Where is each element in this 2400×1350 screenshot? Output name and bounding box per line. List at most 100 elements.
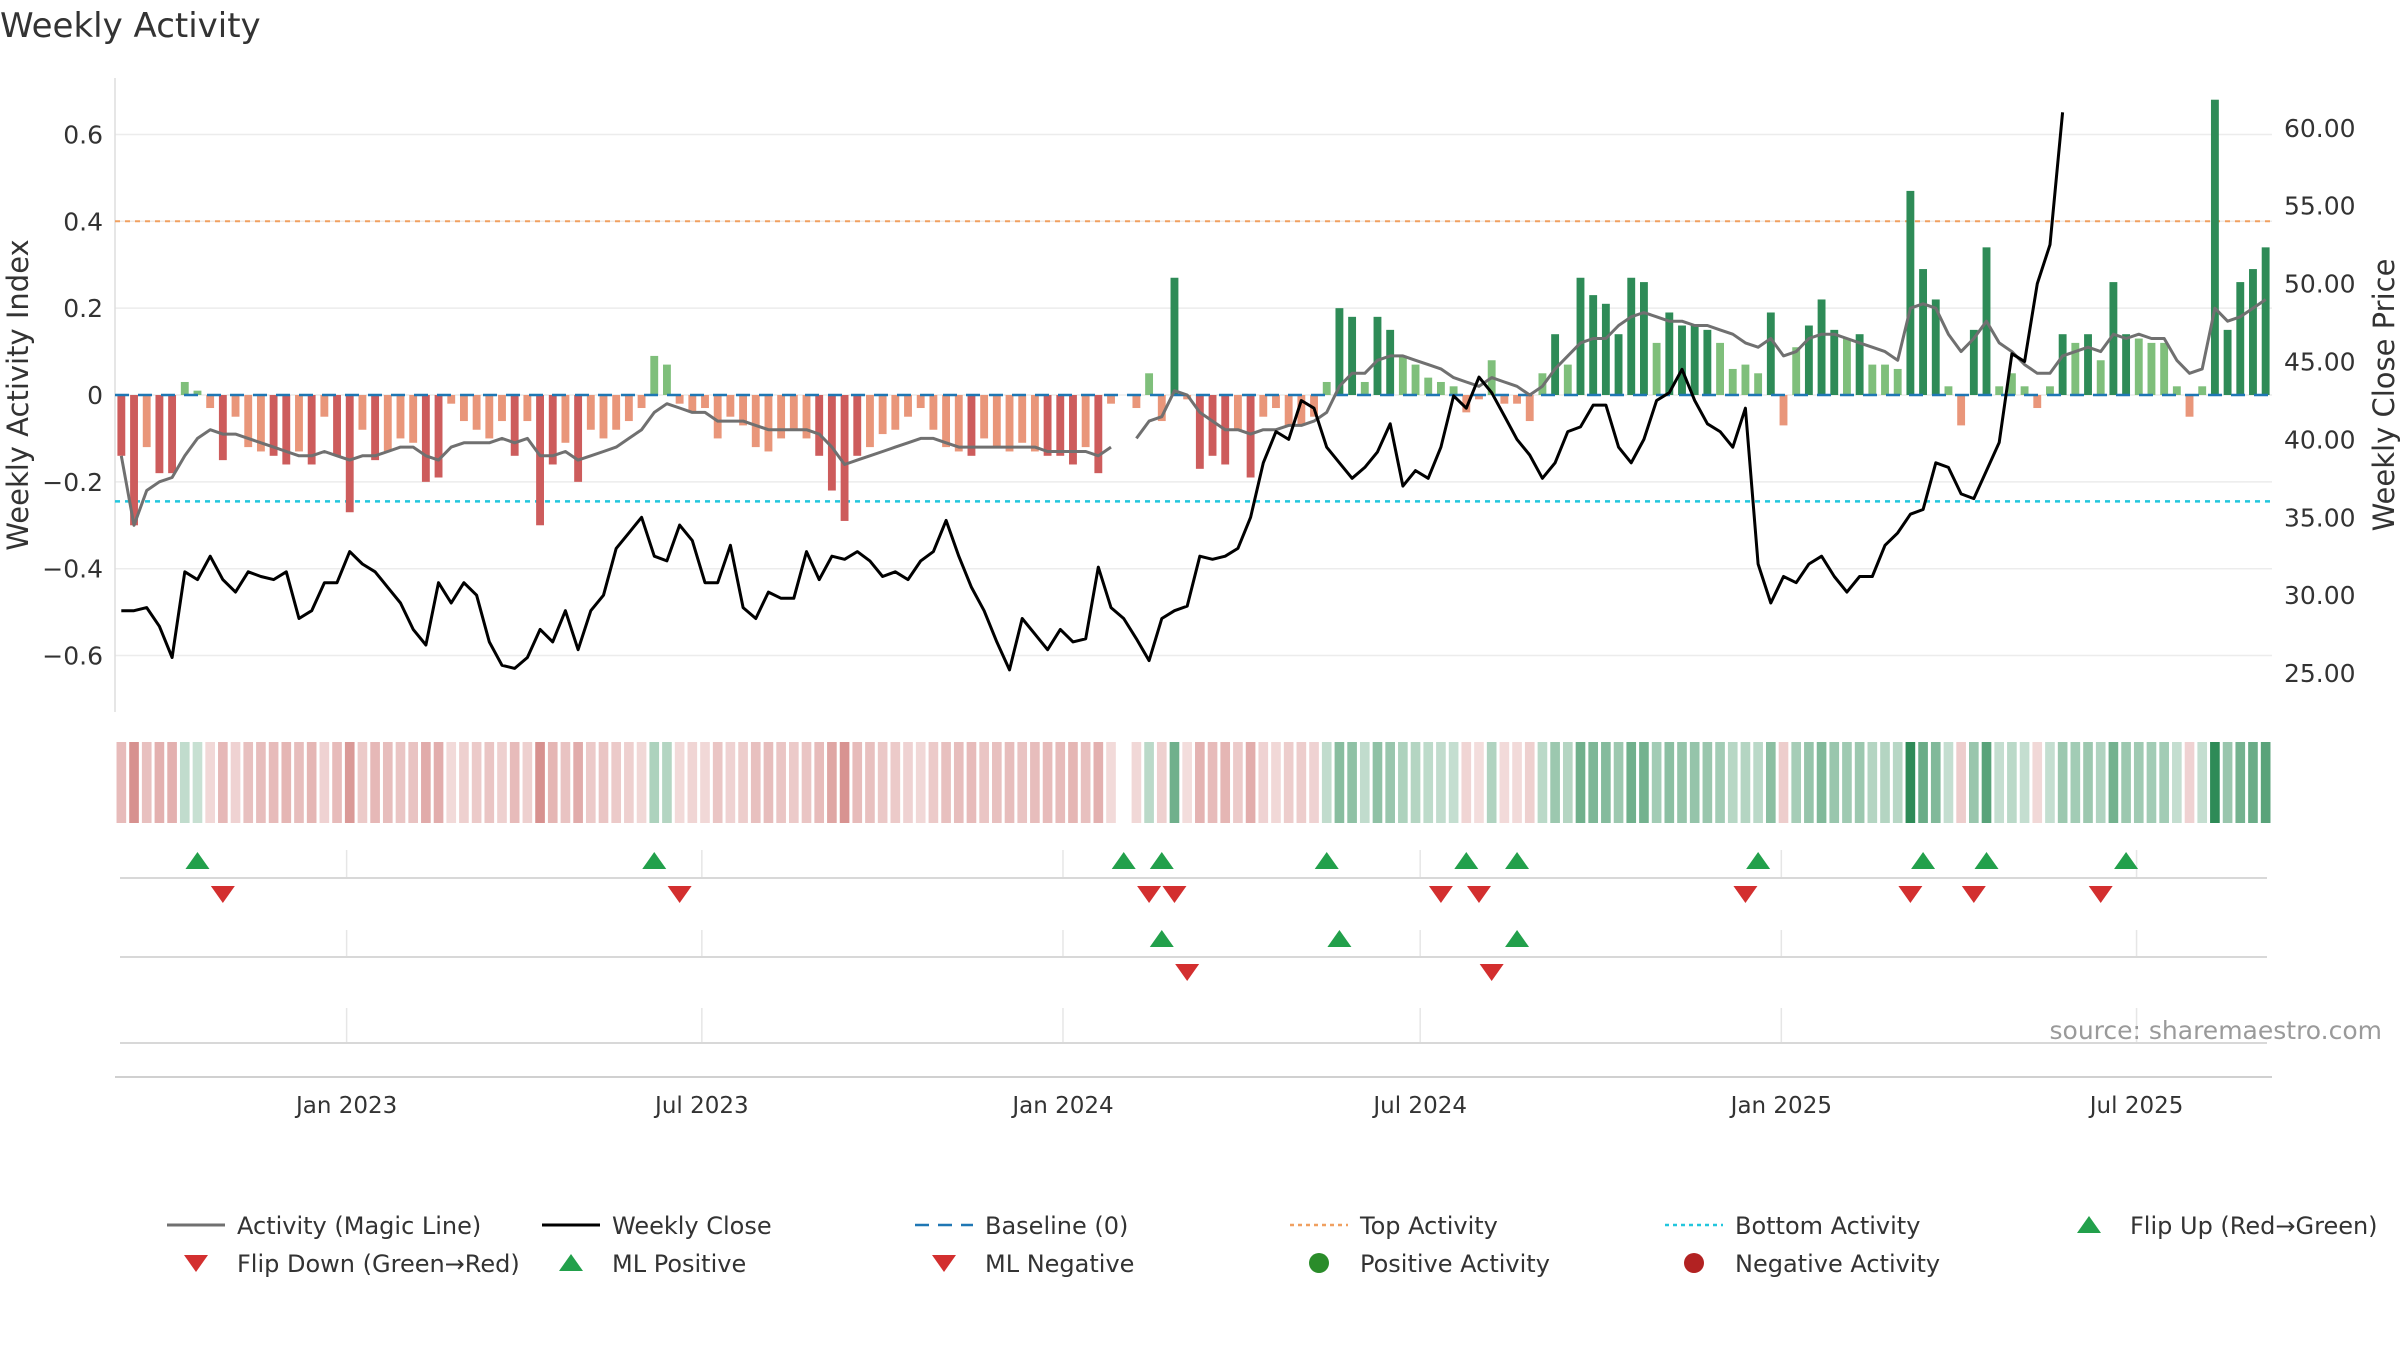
heat-strip-cell (827, 742, 837, 823)
y-tick-label: 0 (87, 381, 103, 410)
heat-strip-cell (1017, 742, 1028, 823)
heat-strip-cell (459, 742, 469, 823)
activity-bar (2261, 247, 2270, 395)
activity-bar (409, 395, 418, 443)
y2-tick-label: 35.00 (2284, 503, 2356, 532)
activity-bar (688, 395, 697, 413)
heat-strip-cell (585, 742, 596, 823)
activity-bar (561, 395, 570, 443)
heat-strip-cell (725, 742, 736, 823)
heat-strip-cell (2057, 742, 2068, 823)
heat-strip-cell (1207, 742, 1218, 823)
heat-strip-cell (1867, 742, 1878, 823)
heat-strip-cell (2045, 742, 2055, 823)
heat-strip-cell (319, 742, 330, 823)
activity-bar (1475, 395, 1483, 400)
heat-strip-cell (230, 742, 241, 823)
flip-down-marker (1428, 886, 1453, 903)
activity-bar (1208, 395, 1217, 456)
activity-bar (980, 395, 989, 439)
heat-strip-cell (2210, 742, 2220, 823)
heat-strip-cell (382, 742, 393, 823)
activity-bar (1132, 395, 1141, 409)
activity-bar (193, 390, 202, 395)
x-tick-label: Jan 2023 (294, 1093, 397, 1119)
activity-bar (1563, 364, 1572, 395)
activity-bar (434, 395, 443, 478)
heat-strip-cell (865, 742, 875, 823)
heat-strip-cell (662, 742, 672, 823)
activity-bar (739, 395, 748, 426)
activity-bar (447, 395, 456, 404)
activity-bar (1297, 395, 1306, 426)
heat-strip-cell (624, 742, 634, 823)
flip-down-marker (2088, 886, 2113, 903)
activity-bar (1145, 373, 1154, 395)
activity-bar (866, 395, 874, 448)
y2-tick-label: 30.00 (2284, 581, 2356, 610)
activity-bar (1551, 334, 1560, 395)
activity-bar (1043, 395, 1052, 456)
heat-strip-cell (395, 742, 406, 823)
flip-up-marker (1314, 852, 1339, 869)
activity-bar (2185, 395, 2194, 417)
activity-bar (371, 395, 380, 461)
legend-swatch (1684, 1253, 1704, 1273)
heat-strip-cell (484, 742, 495, 823)
heat-strip-cell (1715, 742, 1725, 823)
legend-label: Activity (Magic Line) (237, 1212, 481, 1240)
heat-strip-cell (1385, 742, 1395, 823)
activity-bar (1576, 277, 1585, 395)
activity-bar (1322, 381, 1331, 395)
heat-strip-cell (814, 742, 825, 823)
heat-strip-cell (915, 742, 926, 823)
activity-bar (713, 395, 722, 439)
activity-bar (2046, 386, 2054, 395)
flip-up-marker (1149, 852, 1174, 869)
y-tick-label: 0.6 (63, 120, 103, 149)
heat-strip-cell (1372, 742, 1383, 823)
activity-bar (485, 395, 494, 439)
activity-bar (1094, 395, 1103, 474)
heat-strip-cell (687, 742, 698, 823)
heat-strip-cell (674, 742, 685, 823)
activity-bar (396, 395, 405, 439)
heat-strip-cell (738, 742, 748, 823)
activity-bar (459, 395, 468, 422)
activity-bar (510, 395, 519, 456)
legend-label: Flip Up (Red→Green) (2130, 1212, 2378, 1240)
heat-strip-cell (2095, 742, 2106, 823)
heat-strip-cell (2083, 742, 2093, 823)
activity-bar (1449, 386, 1458, 395)
activity-bar (1259, 395, 1268, 417)
heat-strip-cell (1296, 742, 1307, 823)
heat-strip-cell (1930, 742, 1941, 823)
activity-bar (1792, 347, 1801, 395)
flip-down-marker (1479, 964, 1504, 981)
heat-strip-cell (1512, 742, 1522, 823)
heat-strip-cell (421, 742, 431, 823)
heat-strip-cell (1905, 742, 1916, 823)
heat-strip-cell (1321, 742, 1332, 823)
heat-strip-cell (167, 742, 177, 823)
activity-bar (1855, 334, 1864, 395)
heat-strip-cell (1042, 742, 1053, 823)
activity-bar (1386, 329, 1395, 395)
heat-strip-cell (839, 742, 850, 823)
heat-strip-cell (268, 742, 279, 823)
activity-bar (2172, 386, 2181, 395)
activity-bar (1069, 395, 1077, 465)
activity-bar (764, 395, 773, 452)
activity-bar (2210, 99, 2219, 395)
legend-label: ML Negative (985, 1250, 1134, 1278)
activity-bar (1335, 308, 1344, 395)
heat-strip-cell (2184, 742, 2195, 823)
heat-strip-cell (1816, 742, 1827, 823)
heat-strip-cell (1651, 742, 1662, 823)
activity-bar (1703, 329, 1712, 395)
heat-strip-cell (2007, 742, 2017, 823)
activity-bar (827, 395, 836, 491)
activity-bar (1246, 395, 1255, 478)
heat-strip-cell (1068, 742, 1078, 823)
